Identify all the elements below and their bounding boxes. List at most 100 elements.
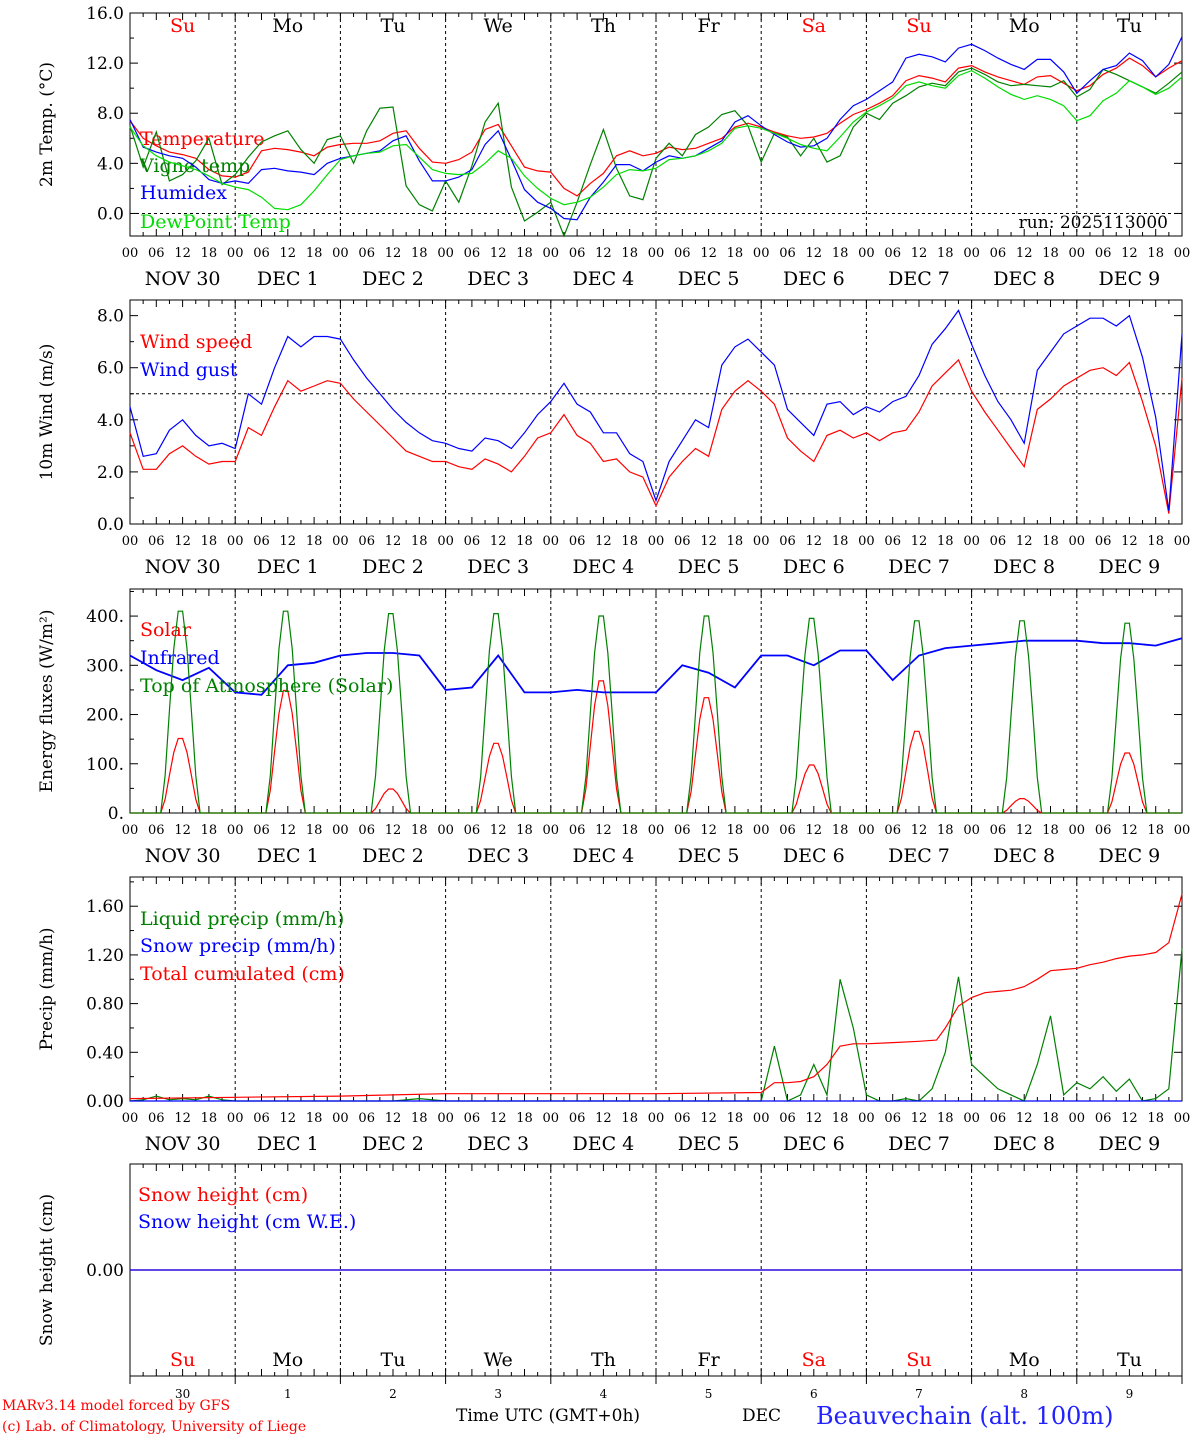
wind-hour-label: 00 <box>437 534 454 549</box>
energy-hour-label: 12 <box>1121 823 1138 838</box>
precip-hour-label: 12 <box>174 1111 191 1126</box>
energy-hour-label: 12 <box>911 823 928 838</box>
wind-y-tick-label: 2.0 <box>97 463 124 483</box>
time-axis-title: Time UTC (GMT+0h) <box>456 1406 641 1426</box>
bottom-date-label: 3 <box>494 1387 502 1401</box>
precip-hour-label: 06 <box>253 1111 270 1126</box>
energy-hour-label: 06 <box>674 823 691 838</box>
snow-legend-0: Snow height (cm) <box>138 1184 308 1206</box>
energy-hour-label: 06 <box>464 823 481 838</box>
precip-hour-label: 18 <box>411 1111 428 1126</box>
model-credit: MARv3.14 model forced by GFS <box>2 1398 231 1414</box>
temp-date-label: DEC 1 <box>257 268 319 290</box>
temp-y-tick-label: 8.0 <box>97 104 124 124</box>
wind-hour-label: 18 <box>516 534 533 549</box>
wind-frame <box>129 299 1183 525</box>
energy-series-1-line <box>129 637 1183 696</box>
precip-date-label: NOV 30 <box>145 1133 221 1155</box>
bottom-date-label: 7 <box>915 1387 923 1401</box>
energy-hour-label: 00 <box>437 823 454 838</box>
temp-frame <box>129 12 1183 237</box>
energy-y-tick-label: 0. <box>108 804 124 824</box>
precip-date-label: DEC 1 <box>257 1133 319 1155</box>
wind-hour-label: 00 <box>648 534 665 549</box>
wind-hour-label: 12 <box>595 534 612 549</box>
wind-legend-0: Wind speed <box>140 331 252 353</box>
precip-y-tick-label: 0.80 <box>86 995 124 1015</box>
energy-hour-label: 06 <box>148 823 165 838</box>
energy-hour-label: 18 <box>1147 823 1164 838</box>
precip-date-label: DEC 7 <box>888 1133 950 1155</box>
temp-hour-label: 18 <box>1147 246 1164 261</box>
wind-date-label: DEC 5 <box>678 556 740 578</box>
precip-date-label: DEC 3 <box>467 1133 529 1155</box>
energy-hour-label: 06 <box>990 823 1007 838</box>
wind-series-1-line <box>129 309 1183 512</box>
energy-date-label: DEC 2 <box>362 845 424 867</box>
wind-hour-label: 06 <box>148 534 165 549</box>
weekday-label-bottom: Tu <box>381 1349 406 1371</box>
temp-hour-label: 00 <box>437 246 454 261</box>
wind-y-tick-label: 4.0 <box>97 411 124 431</box>
temp-hour-label: 00 <box>648 246 665 261</box>
wind-hour-label: 12 <box>806 534 823 549</box>
wind-hour-label: 18 <box>201 534 218 549</box>
wind-hour-label: 12 <box>280 534 297 549</box>
weekday-label-bottom: Tu <box>1117 1349 1142 1371</box>
energy-hour-label: 18 <box>516 823 533 838</box>
energy-hour-label: 18 <box>411 823 428 838</box>
precip-hour-label: 06 <box>148 1111 165 1126</box>
bottom-date-label: 6 <box>810 1387 818 1401</box>
weekday-label-top: Tu <box>381 15 406 37</box>
wind-hour-label: 06 <box>569 534 586 549</box>
bottom-date-label: 4 <box>600 1387 608 1401</box>
energy-hour-label: 12 <box>1016 823 1033 838</box>
temp-hour-label: 06 <box>148 246 165 261</box>
energy-hour-label: 18 <box>1042 823 1059 838</box>
precip-hour-label: 18 <box>937 1111 954 1126</box>
precip-legend-0: Liquid precip (mm/h) <box>140 908 344 930</box>
energy-hour-label: 00 <box>963 823 980 838</box>
wind-series-0-line <box>129 358 1183 514</box>
temp-date-label: DEC 8 <box>993 268 1055 290</box>
temp-series-2-line <box>129 36 1183 221</box>
energy-date-label: DEC 7 <box>888 845 950 867</box>
temp-date-label: DEC 4 <box>573 268 635 290</box>
weekday-label-top: Th <box>591 15 616 37</box>
precip-hour-label: 12 <box>1016 1111 1033 1126</box>
wind-hour-label: 06 <box>674 534 691 549</box>
temp-hour-label: 00 <box>753 246 770 261</box>
temp-date-label: DEC 9 <box>1099 268 1161 290</box>
energy-date-label: DEC 1 <box>257 845 319 867</box>
energy-date-label: DEC 3 <box>467 845 529 867</box>
precip-panel: 0.00 0.40 0.80 1.20 1.60 Precip (mm/h) Liquid … <box>37 876 1190 1155</box>
energy-hour-label: 00 <box>858 823 875 838</box>
energy-hour-label: 06 <box>358 823 375 838</box>
precip-hour-label: 12 <box>1121 1111 1138 1126</box>
precip-y-tick-label: 1.60 <box>86 897 124 917</box>
energy-hour-label: 18 <box>937 823 954 838</box>
temp-y-axis-title: 2m Temp. (°C) <box>37 62 57 187</box>
temp-legend-0: Temperature <box>140 128 264 150</box>
wind-hour-label: 06 <box>464 534 481 549</box>
snow-panel: 0.00 Snow height (cm) Snow height (cm) Snow… <box>37 1163 1183 1377</box>
energy-date-label: DEC 6 <box>783 845 845 867</box>
snow-legend-1: Snow height (cm W.E.) <box>138 1211 356 1233</box>
temp-hour-label: 12 <box>174 246 191 261</box>
wind-date-label: DEC 7 <box>888 556 950 578</box>
temp-hour-label: 12 <box>385 246 402 261</box>
precip-hour-label: 12 <box>911 1111 928 1126</box>
energy-hour-label: 18 <box>201 823 218 838</box>
precip-date-label: DEC 5 <box>678 1133 740 1155</box>
energy-date-label: DEC 9 <box>1099 845 1161 867</box>
energy-hour-label: 00 <box>332 823 349 838</box>
wind-hour-label: 12 <box>1121 534 1138 549</box>
precip-hour-label: 06 <box>1095 1111 1112 1126</box>
energy-hour-label: 12 <box>490 823 507 838</box>
energy-hour-label: 18 <box>832 823 849 838</box>
weekday-label-top: Mo <box>272 15 303 37</box>
precip-hour-label: 06 <box>990 1111 1007 1126</box>
weekday-label-top: Tu <box>1117 15 1142 37</box>
weekday-label-top: Sa <box>802 15 826 37</box>
lab-credit: (c) Lab. of Climatology, University of L… <box>2 1419 307 1435</box>
